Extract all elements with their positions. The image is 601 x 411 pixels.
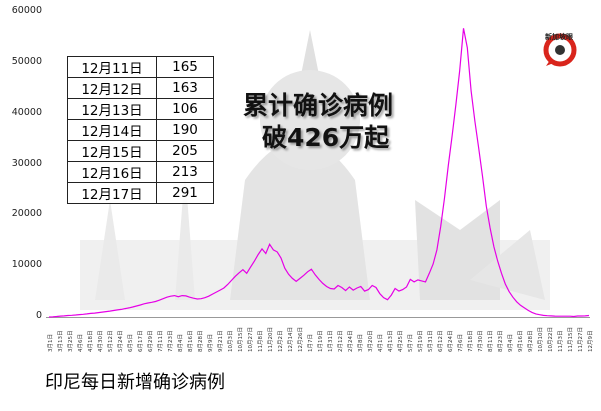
table-row: 12月16日 213 [67, 161, 214, 183]
x-tick-label: 10月15日 [238, 327, 244, 352]
x-tick-label: 7月30日 [478, 330, 484, 353]
x-tick-label: 10月10日 [538, 327, 544, 352]
y-tick-label: 60000 [11, 5, 42, 16]
table-cell-value: 205 [156, 140, 214, 162]
x-tick-label: 7月6日 [458, 334, 464, 352]
series-line-daily-cases [48, 28, 590, 318]
x-tick-label: 8月23日 [498, 330, 504, 353]
x-tick-label: 11月3日 [558, 330, 564, 353]
x-tick-label: 12月26日 [298, 327, 304, 352]
table-cell-value: 163 [156, 77, 214, 99]
sgyan-logo-icon [543, 33, 577, 67]
table-cell-value: 190 [156, 119, 214, 141]
x-tick-label: 6月29日 [148, 330, 154, 353]
x-tick-label: 10月3日 [228, 330, 234, 353]
recent-cases-table: 12月11日 165 12月12日 163 12月13日 106 12月14日 190 12月1… [67, 56, 214, 204]
table-row: 12月15日 205 [67, 140, 214, 162]
x-tick-label: 6月24日 [448, 330, 454, 353]
x-tick-label: 1月7日 [308, 334, 314, 352]
table-cell-date: 12月17日 [67, 182, 157, 204]
x-tick-label: 4月13日 [388, 330, 394, 353]
x-tick-label: 11月20日 [268, 327, 274, 352]
x-tick-label: 3月8日 [358, 334, 364, 352]
x-tick-label: 9月9日 [208, 334, 214, 352]
table-row: 12月17日 291 [67, 182, 214, 204]
x-tick-label: 4月18日 [88, 330, 94, 353]
headline-line-2: 破426万起 [262, 123, 390, 152]
x-tick-label: 12月14日 [288, 327, 294, 352]
y-tick-label: 0 [35, 310, 42, 321]
x-tick-label: 8月11日 [488, 330, 494, 353]
table-cell-value: 291 [156, 182, 214, 204]
x-tick-label: 8月4日 [178, 334, 184, 352]
table-cell-date: 12月16日 [67, 161, 157, 183]
x-tick-label: 1月19日 [318, 330, 324, 353]
x-tick-label: 4月1日 [378, 334, 384, 352]
x-tick-label: 11月8日 [258, 330, 264, 353]
x-tick-label: 12月9日 [588, 330, 594, 353]
table-cell-date: 12月12日 [67, 77, 157, 99]
x-tick-label: 7月18日 [468, 330, 474, 353]
x-tick-label: 11月15日 [568, 327, 574, 352]
x-tick-label: 12月2日 [278, 330, 284, 353]
x-tick-label: 9月4日 [508, 334, 514, 352]
y-tick-label: 50000 [11, 55, 42, 67]
table-cell-date: 12月13日 [67, 98, 157, 120]
x-tick-label: 6月5日 [128, 334, 134, 352]
x-tick-label: 3月20日 [368, 330, 374, 353]
table-cell-value: 165 [156, 56, 214, 78]
table-cell-value: 213 [156, 161, 214, 183]
table-row: 12月14日 190 [67, 119, 214, 141]
headline-line-1: 累计确诊病例 [243, 91, 394, 120]
x-tick-label: 5月7日 [408, 334, 414, 352]
x-tick-label: 3月25日 [68, 330, 74, 353]
x-tick-label: 6月12日 [438, 330, 444, 353]
x-tick-label: 2月12日 [338, 330, 344, 353]
x-tick-label: 10月22日 [548, 327, 554, 352]
x-tick-label: 9月28日 [528, 330, 534, 353]
table-cell-date: 12月11日 [67, 56, 157, 78]
chart-caption: 印尼每日新增确诊病例 [45, 372, 225, 393]
x-tick-label: 9月21日 [218, 330, 224, 353]
table-row: 12月11日 165 [67, 56, 214, 78]
x-tick-label: 5月24日 [118, 330, 124, 353]
x-tick-label: 4月25日 [398, 330, 404, 353]
x-tick-label: 3月13日 [58, 330, 64, 353]
y-tick-label: 40000 [11, 106, 42, 118]
x-tick-label: 4月30日 [98, 330, 104, 353]
x-tick-label: 6月17日 [138, 330, 144, 353]
y-tick-label: 10000 [11, 259, 42, 271]
x-tick-label: 5月31日 [428, 330, 434, 353]
x-tick-label: 5月19日 [418, 330, 424, 353]
x-tick-label: 2月24日 [348, 330, 354, 353]
x-tick-label: 7月11日 [158, 330, 164, 353]
y-tick-label: 20000 [11, 208, 42, 220]
x-tick-label: 10月27日 [248, 327, 254, 352]
x-tick-label: 9月16日 [518, 330, 524, 353]
y-tick-label: 30000 [11, 157, 42, 169]
x-tick-label: 11月27日 [578, 327, 584, 352]
table-cell-date: 12月14日 [67, 119, 157, 141]
x-tick-label: 3月1日 [48, 334, 54, 352]
table-cell-value: 106 [156, 98, 214, 120]
x-tick-label: 7月23日 [168, 330, 174, 353]
x-tick-label: 1月31日 [328, 330, 334, 353]
x-tick-label: 8月28日 [198, 330, 204, 353]
logo-text: 新加坡眼 [545, 33, 573, 41]
x-tick-label: 8月16日 [188, 330, 194, 353]
table-cell-date: 12月15日 [67, 140, 157, 162]
table-row: 12月13日 106 [67, 98, 214, 120]
table-row: 12月12日 163 [67, 77, 214, 99]
x-tick-label: 5月12日 [108, 330, 114, 353]
x-tick-label: 4月6日 [78, 334, 84, 352]
